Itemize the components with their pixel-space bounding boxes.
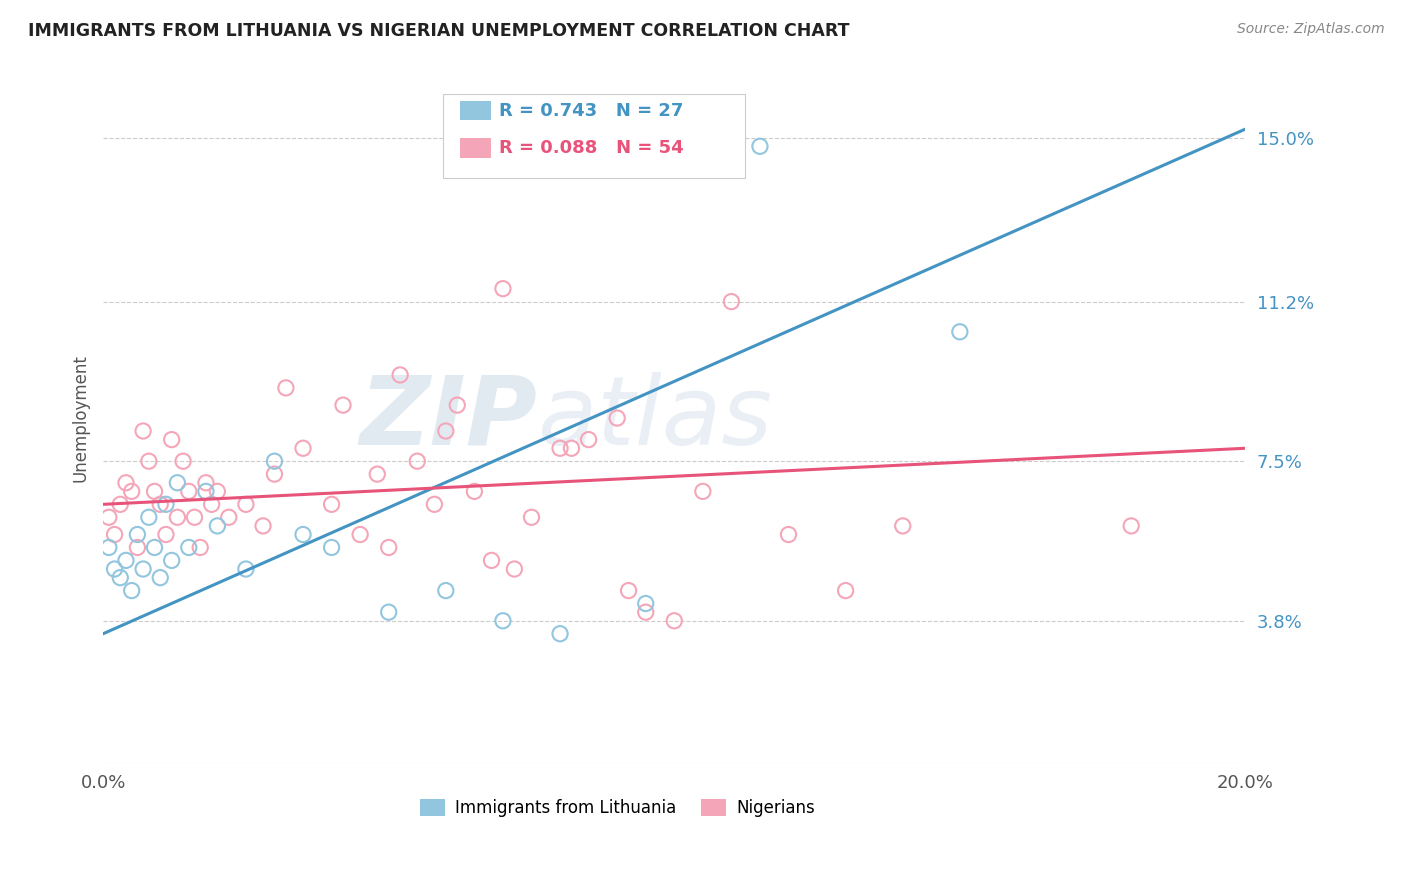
Point	[749, 139, 772, 153]
Point	[634, 605, 657, 619]
Point	[252, 519, 274, 533]
Point	[149, 497, 172, 511]
Point	[194, 475, 217, 490]
Point	[138, 510, 160, 524]
Point	[115, 553, 138, 567]
Point	[548, 626, 571, 640]
Point	[321, 541, 343, 555]
Point	[235, 497, 257, 511]
Point	[377, 605, 399, 619]
Point	[406, 454, 429, 468]
Point	[606, 411, 628, 425]
Point	[97, 510, 120, 524]
Point	[692, 484, 714, 499]
Y-axis label: Unemployment: Unemployment	[72, 354, 89, 482]
Text: atlas: atlas	[537, 372, 772, 465]
Point	[132, 562, 155, 576]
Point	[155, 527, 177, 541]
Point	[127, 527, 149, 541]
Point	[548, 442, 571, 456]
Point	[97, 541, 120, 555]
Point	[110, 497, 132, 511]
Point	[149, 571, 172, 585]
Legend: Immigrants from Lithuania, Nigerians: Immigrants from Lithuania, Nigerians	[413, 792, 821, 824]
Point	[201, 497, 224, 511]
Point	[617, 583, 640, 598]
Point	[115, 475, 138, 490]
Point	[218, 510, 240, 524]
Point	[366, 467, 388, 482]
Point	[492, 614, 515, 628]
Point	[321, 497, 343, 511]
Point	[434, 424, 457, 438]
Point	[183, 510, 205, 524]
Point	[188, 541, 211, 555]
Point	[389, 368, 412, 382]
Point	[177, 484, 200, 499]
Point	[1121, 519, 1143, 533]
Text: Source: ZipAtlas.com: Source: ZipAtlas.com	[1237, 22, 1385, 37]
Point	[434, 583, 457, 598]
Point	[292, 442, 315, 456]
Point	[235, 562, 257, 576]
Point	[127, 541, 149, 555]
Point	[891, 519, 914, 533]
Point	[778, 527, 800, 541]
Point	[520, 510, 543, 524]
Point	[143, 484, 166, 499]
Point	[207, 519, 229, 533]
Point	[103, 562, 125, 576]
Text: R = 0.743   N = 27: R = 0.743 N = 27	[499, 102, 683, 120]
Point	[560, 442, 582, 456]
Point	[349, 527, 371, 541]
Point	[160, 553, 183, 567]
Point	[110, 571, 132, 585]
Point	[132, 424, 155, 438]
Point	[166, 510, 188, 524]
Point	[423, 497, 446, 511]
Point	[160, 433, 183, 447]
Point	[143, 541, 166, 555]
Point	[377, 541, 399, 555]
Point	[664, 614, 686, 628]
Point	[155, 497, 177, 511]
Point	[720, 294, 742, 309]
Point	[138, 454, 160, 468]
Point	[481, 553, 503, 567]
Point	[263, 454, 285, 468]
Point	[578, 433, 600, 447]
Point	[274, 381, 297, 395]
Point	[263, 467, 285, 482]
Text: IMMIGRANTS FROM LITHUANIA VS NIGERIAN UNEMPLOYMENT CORRELATION CHART: IMMIGRANTS FROM LITHUANIA VS NIGERIAN UN…	[28, 22, 849, 40]
Point	[121, 583, 143, 598]
Point	[503, 562, 526, 576]
Text: R = 0.088   N = 54: R = 0.088 N = 54	[499, 139, 683, 157]
Point	[446, 398, 468, 412]
Point	[121, 484, 143, 499]
Point	[166, 475, 188, 490]
Point	[949, 325, 972, 339]
Point	[177, 541, 200, 555]
Point	[292, 527, 315, 541]
Point	[194, 484, 217, 499]
Point	[463, 484, 485, 499]
Text: ZIP: ZIP	[360, 372, 537, 465]
Point	[332, 398, 354, 412]
Point	[103, 527, 125, 541]
Point	[834, 583, 856, 598]
Point	[172, 454, 194, 468]
Point	[634, 597, 657, 611]
Point	[207, 484, 229, 499]
Point	[492, 282, 515, 296]
